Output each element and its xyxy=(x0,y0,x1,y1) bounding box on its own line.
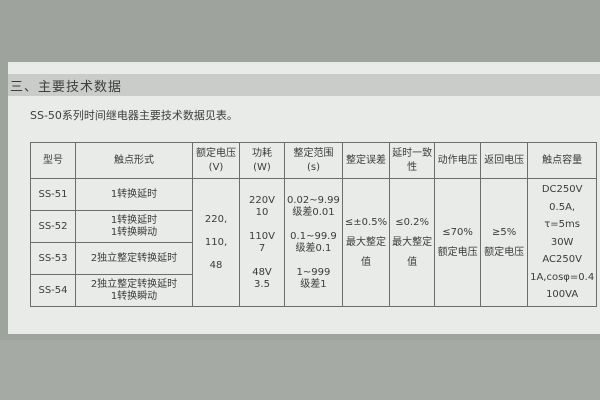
rated-voltage-cell: 220, 110, 48 xyxy=(192,178,240,307)
document-page: 三、主要技术数据 SS-50系列时间继电器主要技术数据见表。 型号 触点形式 额… xyxy=(8,62,600,334)
contact-capacity-cell: DC250V 0.5A, τ=5ms 30W AC250V 1A,cosφ=0.… xyxy=(527,178,598,307)
col-header: 触点形式 xyxy=(75,142,193,179)
intro-text: SS-50系列时间继电器主要技术数据见表。 xyxy=(30,109,238,122)
col-header: 延时一致性 xyxy=(389,142,436,179)
background-surface xyxy=(0,340,600,400)
section-title: 三、主要技术数据 xyxy=(10,80,123,95)
tech-data-table: 型号 触点形式 额定电压 (V) 功耗 (W) 整定范围 (s) 整定误差 延时… xyxy=(30,142,598,307)
table-row: SS-53 2独立整定转换延时 xyxy=(30,242,597,275)
setting-error-cell: ≤±0.5% 最大整定 值 xyxy=(341,178,391,307)
col-header: 触点容量 xyxy=(527,142,598,179)
col-header: 功耗 (W) xyxy=(239,142,285,179)
section-band xyxy=(8,74,600,96)
model-cell: SS-51 xyxy=(30,178,76,211)
model-cell: SS-54 xyxy=(30,274,76,307)
col-header: 整定范围 (s) xyxy=(284,142,343,179)
col-header: 动作电压 xyxy=(434,142,482,179)
table-header-row: 型号 触点形式 额定电压 (V) 功耗 (W) 整定范围 (s) 整定误差 延时… xyxy=(30,142,598,179)
power-cell: 220V 10 110V 7 48V 3.5 xyxy=(239,178,285,307)
range-cell: 0.02~9.99 级差0.01 0.1~99.9 级差0.1 1~999 级差… xyxy=(284,178,343,307)
col-header: 型号 xyxy=(30,142,76,179)
contact-cell: 1转换延时 xyxy=(75,178,193,211)
contact-cell: 1转换延时 1转换瞬动 xyxy=(75,210,193,243)
return-voltage-cell: ≥5% 额定电压 xyxy=(480,178,529,307)
table-row: SS-51 1转换延时 220, 110, 48 220V 10 110V 7 … xyxy=(30,178,598,307)
col-header: 返回电压 xyxy=(480,142,529,179)
model-cell: SS-53 xyxy=(30,242,76,275)
col-header: 整定误差 xyxy=(341,142,391,179)
table-row: SS-52 1转换延时 1转换瞬动 xyxy=(30,210,597,243)
contact-cell: 2独立整定转换延时 1转换瞬动 xyxy=(75,274,193,307)
model-cell: SS-52 xyxy=(30,210,76,243)
col-header: 额定电压 (V) xyxy=(192,142,240,179)
contact-cell: 2独立整定转换延时 xyxy=(75,242,193,275)
table-row: SS-54 2独立整定转换延时 1转换瞬动 xyxy=(30,274,597,307)
operate-voltage-cell: ≤70% 额定电压 xyxy=(434,178,482,307)
delay-consistency-cell: ≤0.2% 最大整定 值 xyxy=(389,178,436,307)
